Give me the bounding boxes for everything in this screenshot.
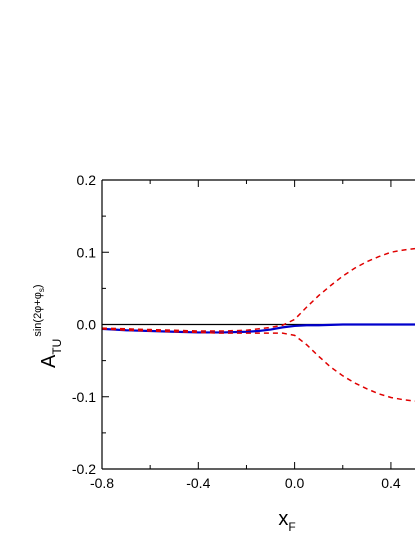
x-axis-title-main: x — [278, 508, 288, 530]
y-tick-label: 0.1 — [77, 244, 97, 260]
y-axis-title-sup-sub: s — [37, 288, 46, 292]
axes-layer: -0.8 -0.4 0.0 0.4 -0.2 -0.1 0.0 0.1 0.2 — [72, 172, 415, 491]
series-layer — [101, 247, 415, 402]
y-tick-label: -0.1 — [72, 389, 96, 405]
x-tick-label: -0.4 — [186, 475, 210, 491]
x-tick-label: 0.0 — [285, 475, 305, 491]
x-tick-label: 0.4 — [381, 475, 401, 491]
series-line-2 — [101, 328, 415, 402]
y-tick-label: -0.2 — [72, 461, 96, 477]
y-axis-title-main: A — [38, 354, 60, 368]
y-axis-title-sup-end: ) — [32, 284, 44, 288]
series-line-1 — [101, 247, 415, 332]
y-axis-title-sup: sin(2φ+φ — [32, 292, 44, 337]
x-tick-label: -0.8 — [90, 475, 114, 491]
y-axis-title: ATU sin(2φ+φs) — [32, 284, 64, 368]
y-tick-label: 0.2 — [77, 172, 97, 188]
y-tick-label: 0.0 — [77, 317, 97, 333]
y-axis-title-sub: TU — [50, 339, 64, 355]
x-axis-title-sub: F — [288, 520, 295, 534]
x-axis-title: xF — [278, 508, 295, 534]
